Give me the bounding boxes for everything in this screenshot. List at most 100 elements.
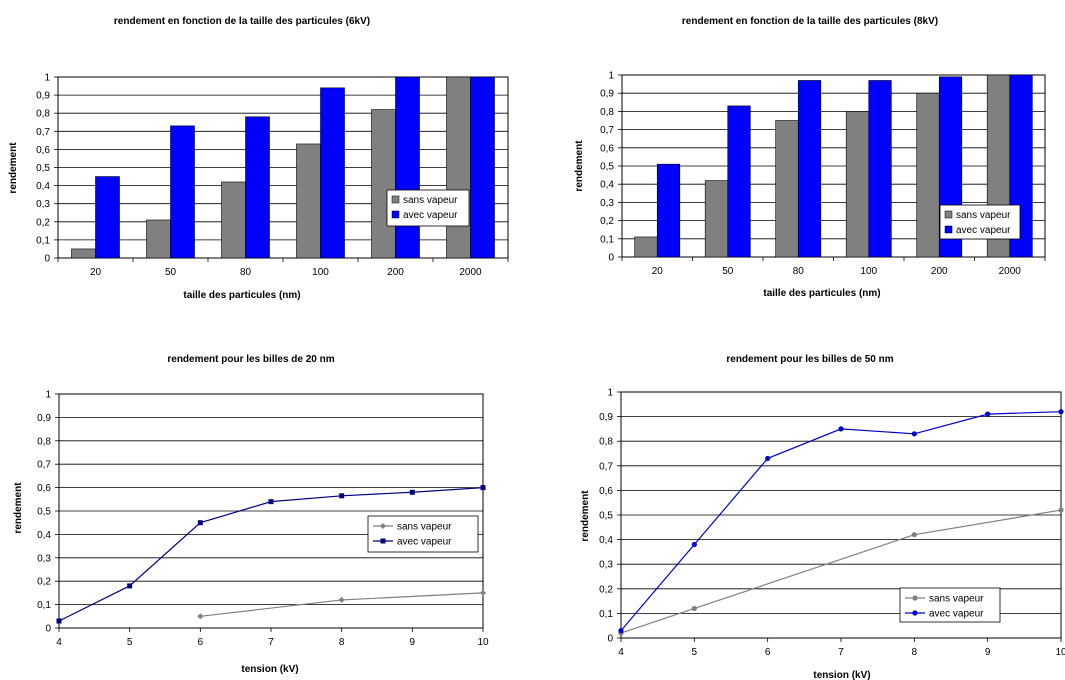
- y-tick-label: 0,8: [36, 109, 50, 120]
- y-tick-label: 1: [44, 73, 50, 84]
- y-tick-label: 1: [45, 390, 51, 401]
- y-tick-label: 0,9: [37, 413, 51, 424]
- data-point-avec-vapeur: [911, 431, 917, 437]
- bar-avec-vapeur-20: [656, 163, 681, 258]
- legend-label: avec vapeur: [929, 609, 984, 620]
- x-tick-label: 6: [198, 637, 204, 648]
- y-tick-label: 0,4: [37, 530, 51, 541]
- x-tick-label: 9: [410, 637, 416, 648]
- legend: sans vapeur avec vapeur: [939, 204, 1021, 240]
- legend-label: avec vapeur: [956, 225, 1011, 236]
- bar-sans-vapeur-200: [371, 109, 396, 259]
- legend-box: [939, 204, 1021, 240]
- y-tick-label: 0,6: [600, 143, 614, 154]
- bar-sans-vapeur-200: [916, 92, 940, 258]
- data-point-avec-vapeur: [1058, 409, 1064, 415]
- y-tick-label: 0,8: [599, 437, 613, 448]
- y-tick-label: 0,2: [599, 584, 613, 595]
- bar-avec-vapeur-80: [797, 80, 822, 258]
- legend-marker: [380, 523, 386, 529]
- legend-marker: [912, 610, 918, 616]
- data-point-avec-vapeur: [618, 628, 624, 634]
- y-tick-label: 1: [608, 71, 614, 82]
- y-axis-title: rendement: [8, 142, 19, 194]
- data-point-sans-vapeur: [1058, 507, 1064, 513]
- y-tick-label: 0,4: [36, 181, 50, 192]
- data-point-avec-vapeur: [691, 541, 697, 548]
- y-tick-label: 0,8: [600, 107, 614, 118]
- x-tick-label: 4: [618, 647, 624, 658]
- series-line-sans-vapeur: [620, 509, 1062, 634]
- bar-avec-vapeur-100: [320, 87, 345, 259]
- y-tick-label: 0,3: [36, 199, 50, 210]
- x-tick-label: 9: [985, 647, 991, 658]
- y-tick-label: 1: [607, 388, 613, 399]
- x-tick-label: 200: [931, 266, 948, 277]
- x-axis-title: tension (kV): [813, 670, 870, 680]
- y-tick-label: 0,8: [37, 436, 51, 447]
- bar-avec-vapeur-50: [170, 125, 195, 259]
- y-tick-label: 0,6: [36, 145, 50, 156]
- x-tick-label: 200: [387, 267, 404, 278]
- y-tick-label: 0: [608, 253, 614, 264]
- chart-bar-8kv: rendement en fonction de la taille des p…: [574, 16, 1046, 299]
- x-tick-label: 5: [692, 647, 698, 658]
- legend-label: sans vapeur: [929, 594, 984, 605]
- legend-marker: [380, 538, 386, 544]
- y-tick-label: 0,5: [599, 511, 613, 522]
- data-point-sans-vapeur: [197, 613, 204, 620]
- chart-line-20nm: rendement pour les billes de 20 nm tensi…: [13, 354, 489, 675]
- data-point-avec-vapeur: [838, 426, 844, 432]
- x-tick-label: 50: [165, 267, 177, 278]
- bar-sans-vapeur-20: [634, 236, 658, 258]
- y-tick-label: 0,3: [600, 198, 614, 209]
- y-tick-label: 0,6: [599, 486, 613, 497]
- data-point-avec-vapeur: [56, 618, 62, 624]
- legend: sans vapeur avec vapeur: [386, 189, 470, 227]
- series-line-avec-vapeur: [58, 487, 484, 622]
- chart-title: rendement pour les billes de 20 nm: [167, 354, 334, 365]
- chart-line-50nm: rendement pour les billes de 50 nm tensi…: [580, 354, 1065, 680]
- x-tick-label: 5: [127, 637, 133, 648]
- x-tick-label: 2000: [459, 267, 482, 278]
- bar-avec-vapeur-50: [727, 105, 751, 258]
- x-tick-label: 10: [477, 637, 489, 648]
- legend-box: [899, 587, 1001, 623]
- legend: sans vapeur avec vapeur: [367, 515, 479, 553]
- y-tick-label: 0,7: [36, 127, 50, 138]
- y-tick-label: 0,3: [37, 553, 51, 564]
- y-tick-label: 0,7: [599, 461, 613, 472]
- bar-avec-vapeur-200: [395, 76, 420, 259]
- bar-sans-vapeur-2000: [446, 76, 471, 259]
- y-tick-label: 0,9: [599, 412, 613, 423]
- data-point-sans-vapeur: [911, 532, 917, 538]
- bar-sans-vapeur-100: [845, 111, 870, 258]
- y-tick-label: 0,9: [36, 91, 50, 102]
- y-tick-label: 0,6: [37, 483, 51, 494]
- y-tick-label: 0,4: [599, 535, 613, 546]
- y-axis-title: rendement: [574, 140, 585, 192]
- x-axis-title: taille des particules (nm): [183, 290, 300, 301]
- data-point-avec-vapeur: [197, 520, 203, 526]
- y-axis-title: rendement: [13, 482, 24, 534]
- chart-title: rendement en fonction de la taille des p…: [114, 16, 370, 27]
- legend-box: [367, 515, 479, 553]
- x-axis-title: taille des particules (nm): [763, 288, 880, 299]
- chart-title: rendement pour les billes de 50 nm: [726, 354, 893, 365]
- y-tick-label: 0: [607, 634, 613, 645]
- y-tick-label: 0,2: [36, 217, 50, 228]
- y-tick-label: 0,3: [599, 560, 613, 571]
- bar-avec-vapeur-2000: [470, 76, 495, 259]
- legend-box: [386, 189, 470, 227]
- y-tick-label: 0,1: [600, 234, 614, 245]
- x-tick-label: 8: [339, 637, 345, 648]
- x-tick-label: 20: [90, 267, 102, 278]
- data-point-avec-vapeur: [268, 499, 274, 505]
- legend-label: avec vapeur: [403, 210, 458, 221]
- y-tick-label: 0,7: [37, 460, 51, 471]
- y-tick-label: 0: [45, 624, 51, 635]
- legend-swatch-sans-vapeur: [944, 210, 953, 219]
- x-tick-label: 7: [838, 647, 844, 658]
- legend: sans vapeur avec vapeur: [899, 587, 1001, 623]
